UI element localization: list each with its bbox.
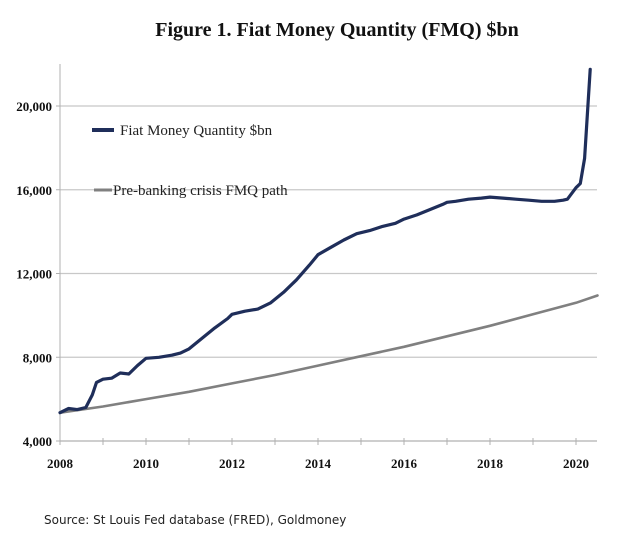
chart-title: Figure 1. Fiat Money Quantity (FMQ) $bn [155,19,519,41]
series-line-fmq [58,67,592,415]
x-tick-label: 2020 [563,456,589,471]
y-tick-label: 12,000 [16,267,52,282]
y-tick-label: 16,000 [16,183,52,198]
series-line-pre-crisis [58,294,599,414]
x-tick-label: 2014 [305,456,332,471]
x-tick-label: 2010 [133,456,159,471]
legend-label-fmq: Fiat Money Quantity $bn [120,123,273,139]
y-tick-label: 8,000 [23,350,52,365]
x-tick-label: 2018 [477,456,504,471]
y-tick-label: 20,000 [16,99,52,114]
x-tick-label: 2012 [219,456,245,471]
axes: 4,000 8,000 12,000 16,000 20,000 2008 2010 2012… [16,64,597,471]
x-tick-label: 2008 [47,456,74,471]
series-lines [58,67,599,415]
source-note: Source: St Louis Fed database (FRED), Go… [44,513,347,527]
legend-label-pre-crisis: Pre-banking crisis FMQ path [113,183,288,199]
gridlines [60,105,597,358]
x-tick-label: 2016 [391,456,418,471]
legend: Fiat Money Quantity $bn Pre-banking cris… [92,123,288,199]
y-tick-label: 4,000 [23,434,52,449]
